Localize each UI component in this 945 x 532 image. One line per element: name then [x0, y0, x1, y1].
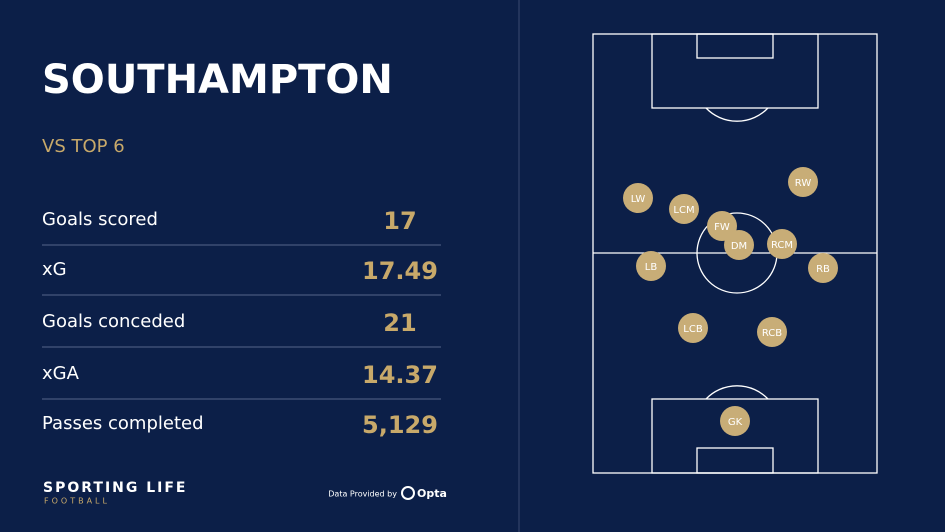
player-label: GK: [728, 417, 743, 428]
stat-value: 17: [383, 207, 416, 235]
player-marker: [669, 194, 699, 224]
pitch: [592, 33, 878, 474]
player-label: RB: [816, 264, 830, 275]
provider-logo: [401, 486, 415, 500]
stat-label: xGA: [42, 363, 80, 384]
player-label: DM: [731, 241, 747, 252]
player-label: RW: [795, 178, 812, 189]
player-marker: [720, 406, 750, 436]
player-label: LW: [631, 194, 646, 205]
player-marker: [788, 167, 818, 197]
subtitle: VS TOP 6: [42, 136, 125, 157]
penalty-arc: [705, 107, 769, 122]
player-marker: [808, 253, 838, 283]
stat-label: Passes completed: [42, 413, 204, 434]
stat-value: 5,129: [362, 411, 438, 439]
player-label: FW: [714, 222, 730, 233]
player-marker: [636, 251, 666, 281]
player-marker: [757, 317, 787, 347]
stat-value: 17.49: [362, 257, 438, 285]
stat-value: 21: [383, 309, 416, 337]
credit: Data Provided by: [328, 490, 397, 499]
sub-brand: FOOTBALL: [44, 497, 110, 506]
brand: SPORTING LIFE: [43, 480, 188, 496]
six-yard-box: [696, 447, 774, 474]
title: SOUTHAMPTON: [42, 57, 393, 103]
player-marker: [767, 229, 797, 259]
player-label: RCM: [771, 240, 793, 251]
stat-label: Goals conceded: [42, 311, 185, 332]
player-marker: [678, 313, 708, 343]
player-label: LCB: [683, 324, 703, 335]
provider: Opta: [417, 487, 447, 500]
player-label: LB: [645, 262, 658, 273]
stat-label: xG: [42, 259, 67, 280]
stat-label: Goals scored: [42, 209, 158, 230]
stat-value: 14.37: [362, 361, 438, 389]
player-label: RCB: [762, 328, 782, 339]
player-marker: [724, 230, 754, 260]
player-label: LCM: [673, 205, 694, 216]
player-marker: [623, 183, 653, 213]
penalty-arc: [705, 385, 769, 400]
stats-table: Goals scored 17 xG 17.49 Goals conceded 21 xGA…: [42, 207, 441, 439]
six-yard-box: [696, 33, 774, 59]
